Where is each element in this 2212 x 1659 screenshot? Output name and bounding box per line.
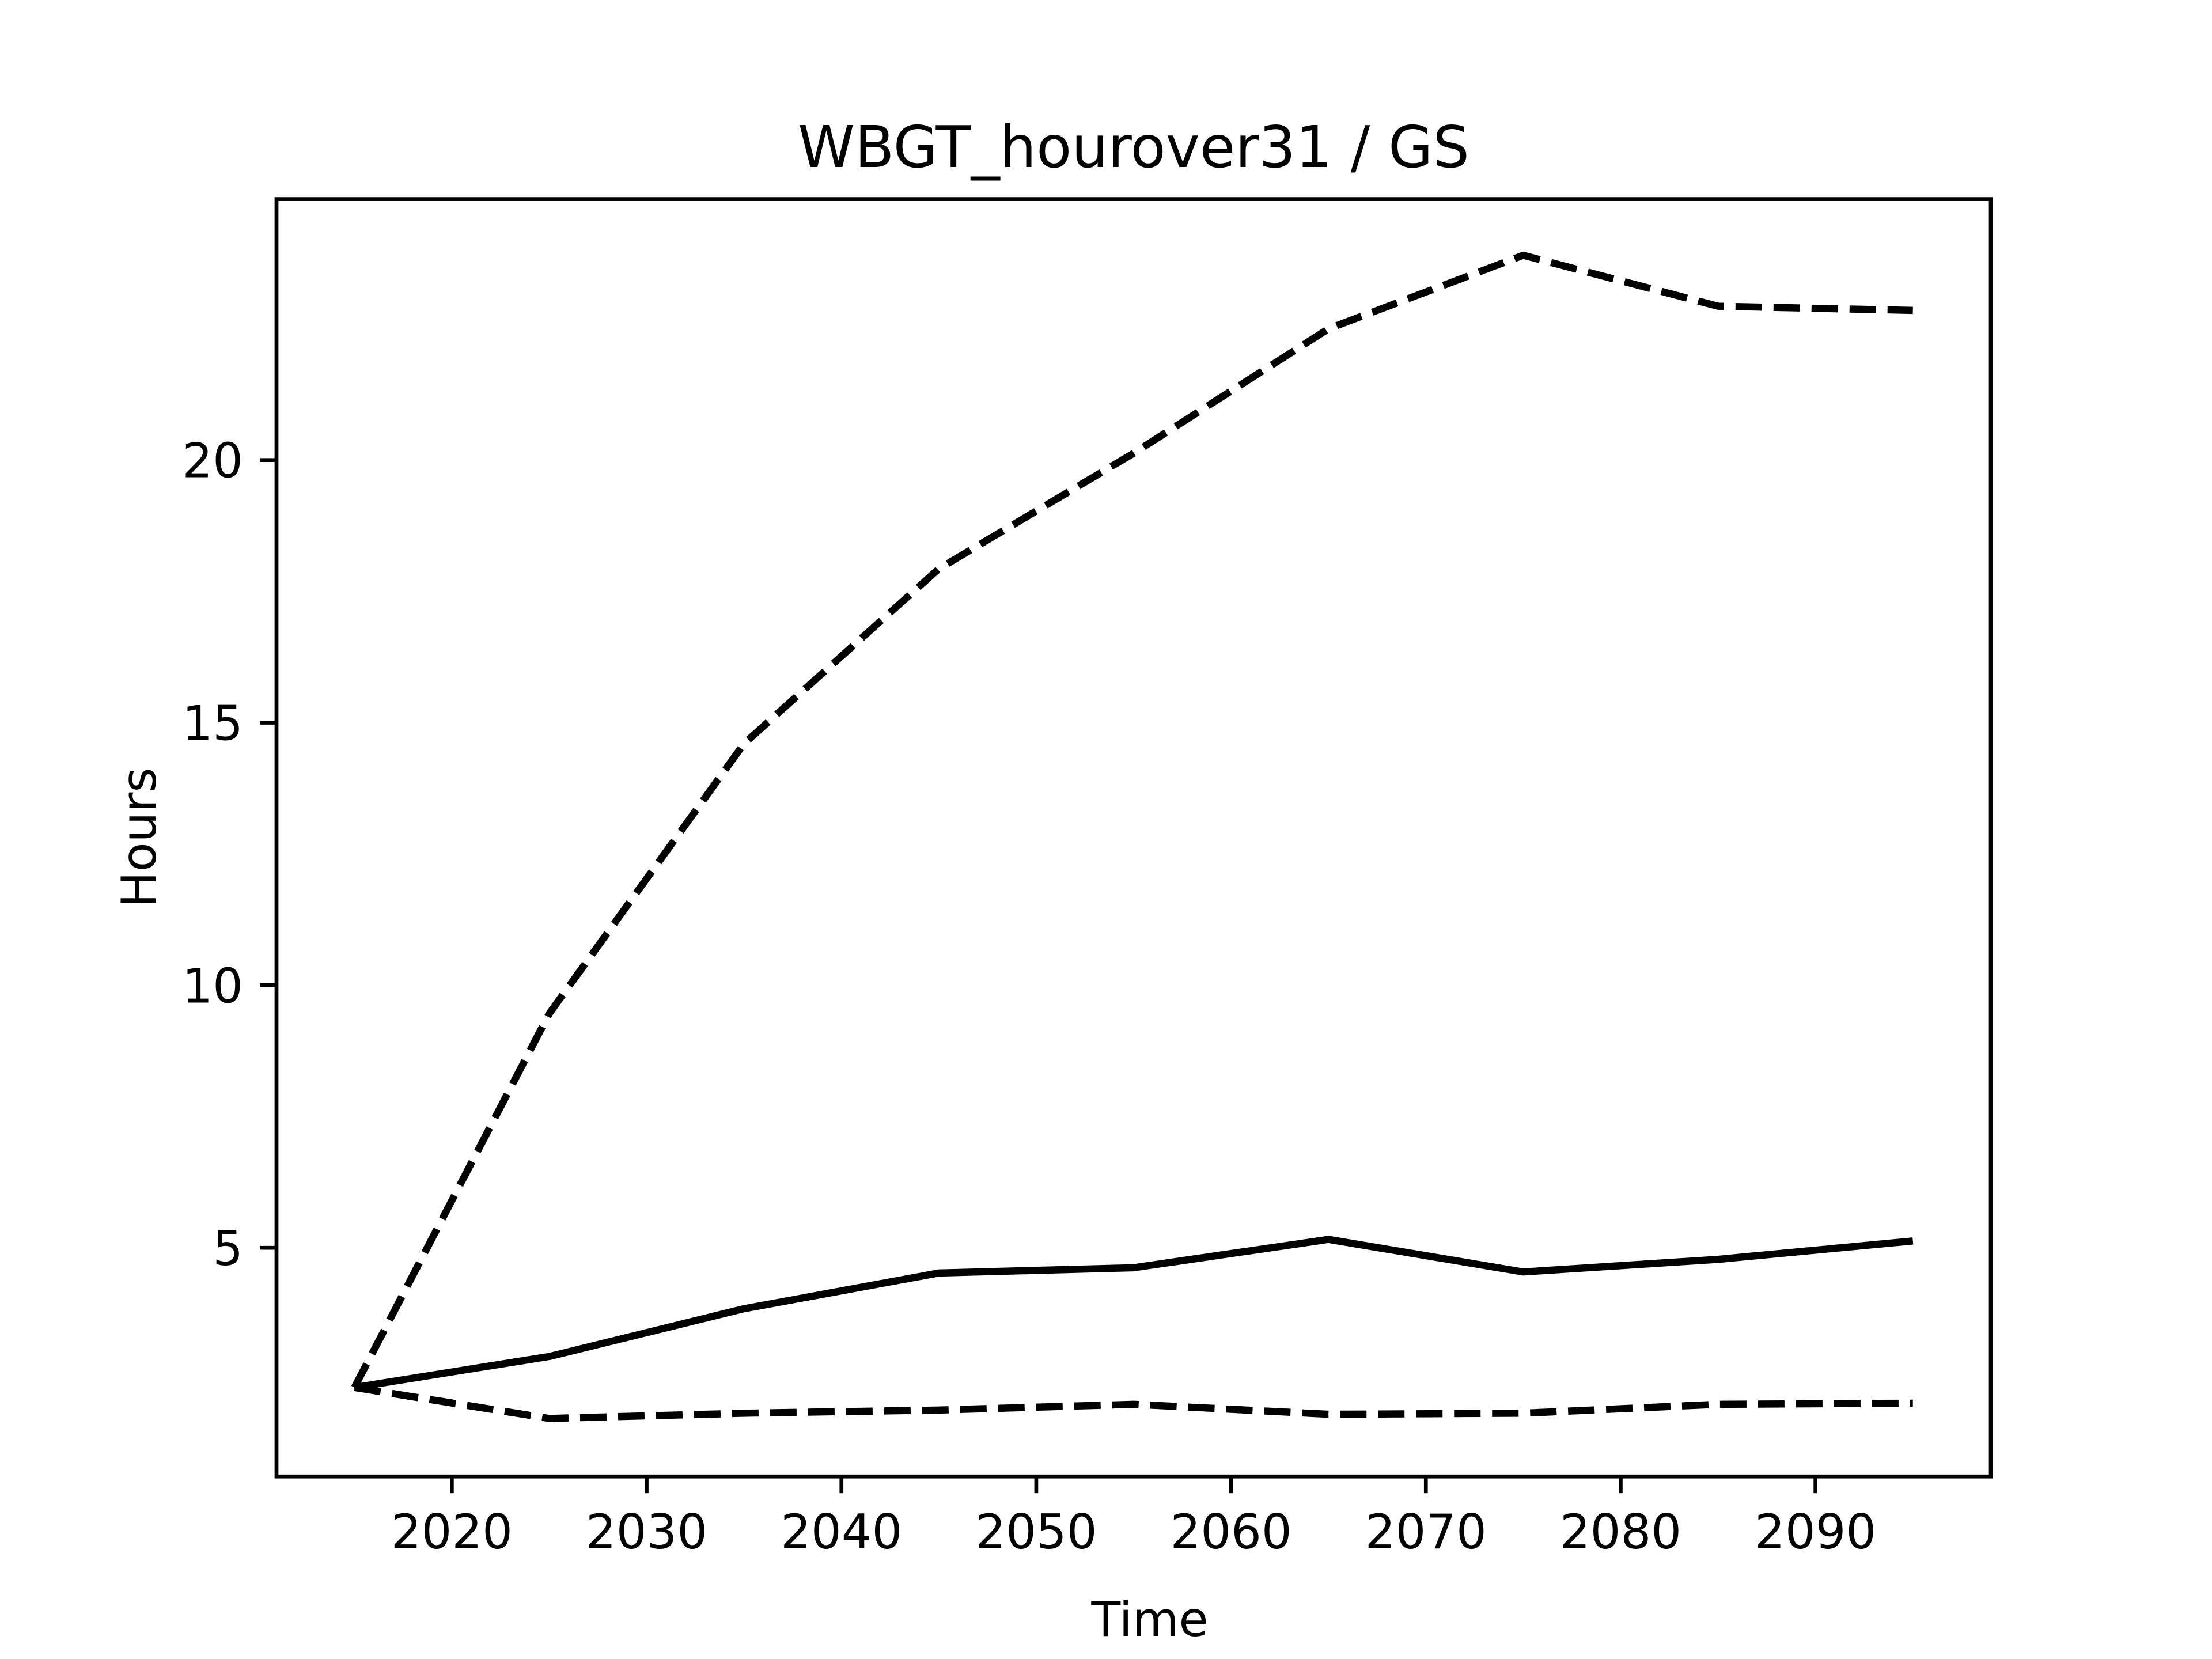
y-tick-label: 10 — [182, 958, 243, 1014]
x-tick-label: 2030 — [586, 1504, 707, 1560]
line-series — [354, 1384, 1913, 1422]
x-tick-label: 2060 — [1170, 1504, 1291, 1560]
x-axis-label: Time — [1090, 1592, 1208, 1647]
x-tick-label: 2020 — [391, 1504, 513, 1560]
line-series — [354, 1236, 1914, 1391]
y-tick-label: 15 — [182, 696, 243, 752]
x-tick-label: 2050 — [975, 1504, 1097, 1560]
y-tick-label: 20 — [182, 433, 243, 489]
chart-title: WBGT_hourover31 / GS — [798, 113, 1469, 181]
x-tick-label: 2040 — [781, 1504, 902, 1560]
plot-frame — [274, 197, 1993, 1479]
x-tick-label: 2080 — [1560, 1504, 1681, 1560]
y-axis-label: Hours — [111, 767, 167, 907]
line-series — [351, 251, 1913, 1389]
x-tick-label: 2090 — [1755, 1504, 1876, 1560]
y-tick-label: 5 — [213, 1221, 243, 1277]
x-tick-label: 2070 — [1365, 1504, 1487, 1560]
